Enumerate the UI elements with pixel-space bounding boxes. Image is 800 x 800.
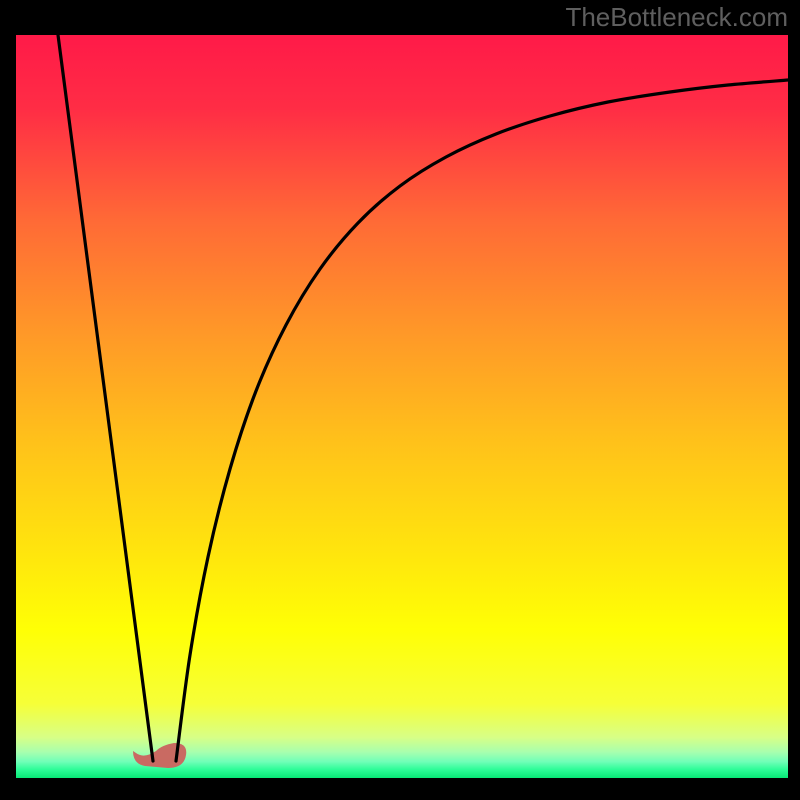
right-curve bbox=[176, 80, 788, 761]
chart-frame: TheBottleneck.com bbox=[0, 0, 800, 800]
plot-area bbox=[16, 35, 788, 778]
left-line bbox=[58, 35, 153, 761]
watermark-text: TheBottleneck.com bbox=[565, 2, 788, 33]
curve-layer bbox=[16, 35, 788, 778]
